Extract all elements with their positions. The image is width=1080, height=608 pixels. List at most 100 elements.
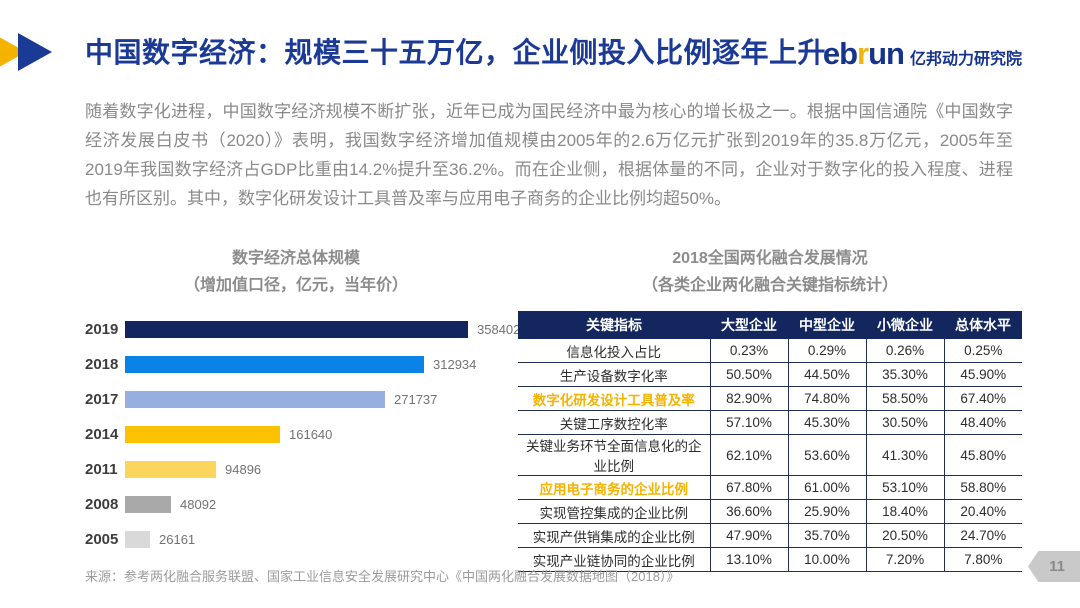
bar-value-label: 161640 — [289, 427, 333, 442]
logo-wordmark: ebrun — [822, 36, 905, 72]
bar-value-label: 26161 — [159, 532, 196, 547]
bar-chart-section: 数字经济总体规模 （增加值口径，亿元，当年价） 2019 358402 2018 31… — [85, 245, 520, 557]
logo-eb: eb — [822, 36, 858, 71]
brand-logo: ebrun 亿邦动力研究院 — [823, 36, 1022, 72]
bar-row: 2019 358402 — [85, 312, 520, 347]
bar-value-label: 271737 — [394, 392, 438, 407]
bar — [125, 321, 468, 338]
bar-row: 2005 26161 — [85, 522, 507, 557]
indicator-value-cell: 7.20% — [865, 547, 944, 572]
arrow-icon — [18, 33, 52, 71]
indicator-value-cell: 0.29% — [787, 339, 866, 363]
bar — [125, 426, 280, 443]
chart-title-line1: 数字经济总体规模 — [231, 250, 360, 267]
indicator-name-cell: 实现产业链协同的企业比例 — [518, 547, 710, 572]
indicator-value-cell: 13.10% — [709, 547, 788, 572]
bar-value-label: 312934 — [433, 357, 477, 372]
indicator-value-cell: 35.30% — [865, 362, 944, 387]
intro-paragraph: 随着数字化进程，中国数字经济规模不断扩张，近年已成为国民经济中最为核心的增长极之… — [85, 102, 1013, 208]
bar-category-label: 2019 — [85, 321, 119, 338]
table-title: 2018全国两化融合发展情况 （各类企业两化融合关键指标统计） — [518, 245, 1022, 299]
indicator-value-cell: 30.50% — [865, 410, 944, 435]
bar — [125, 391, 385, 408]
bar — [125, 461, 216, 478]
indicator-value-cell: 0.23% — [709, 339, 788, 363]
bar — [125, 496, 171, 513]
bar-row: 2014 161640 — [85, 417, 507, 452]
indicator-value-cell: 45.90% — [943, 362, 1022, 387]
table-row: 实现管控集成的企业比例 36.60% 25.90% 18.40% 20.40% — [518, 499, 1022, 524]
logo-cn-name: 亿邦动力研究院 — [909, 51, 1022, 68]
bar-row: 2011 94896 — [85, 452, 507, 487]
table-column-header: 总体水平 — [944, 311, 1022, 339]
bar-value-label: 94896 — [225, 462, 262, 477]
header-arrow-decoration — [0, 33, 60, 71]
indicator-value-cell: 58.80% — [943, 475, 1022, 500]
table-row: 关键业务环节全面信息化的企业比例 62.10% 53.60% 41.30% 45.80% — [518, 434, 1022, 476]
bar-category-label: 2017 — [85, 391, 119, 408]
page-title: 中国数字经济：规模三十五万亿，企业侧投入比例逐年上升 — [85, 37, 827, 68]
indicator-value-cell: 41.30% — [865, 434, 944, 476]
indicator-value-cell: 24.70% — [943, 523, 1022, 548]
bar-value-label: 48092 — [180, 497, 217, 512]
table-column-header: 关键指标 — [518, 311, 710, 339]
table-column-header: 大型企业 — [710, 311, 788, 339]
indicator-name-cell: 信息化投入占比 — [518, 339, 710, 363]
source-note: 来源：参考两化融合服务联盟、国家工业信息安全发展研究中心《中国两化融合发展数据地… — [85, 569, 680, 584]
bar-category-label: 2014 — [85, 426, 119, 443]
bar-category-label: 2018 — [85, 356, 119, 373]
indicator-value-cell: 25.90% — [787, 499, 866, 524]
indicator-value-cell: 53.60% — [787, 434, 866, 476]
bar-category-label: 2008 — [85, 496, 119, 513]
table-row: 应用电子商务的企业比例 67.80% 61.00% 53.10% 58.80% — [518, 475, 1022, 500]
bar-category-label: 2011 — [85, 461, 118, 478]
indicator-name-cell: 关键业务环节全面信息化的企业比例 — [518, 434, 710, 476]
bar-category-label: 2005 — [85, 531, 119, 548]
bar-chart-rows: 2019 358402 2018 312934 2017 271737 2014 161640… — [85, 312, 520, 557]
indicator-name-cell: 应用电子商务的企业比例 — [518, 475, 710, 500]
indicator-value-cell: 36.60% — [709, 499, 788, 524]
indicator-value-cell: 82.90% — [709, 386, 788, 411]
indicators-table: 关键指标 大型企业 中型企业 小微企业 总体水平 信息化投入占比 0.23% 0.29% 0.… — [518, 311, 1022, 572]
table-row: 数字化研发设计工具普及率 82.90% 74.80% 58.50% 67.40% — [518, 386, 1022, 411]
indicator-value-cell: 18.40% — [865, 499, 944, 524]
table-column-header: 中型企业 — [788, 311, 866, 339]
indicator-name-cell: 关键工序数控化率 — [518, 410, 710, 435]
indicator-value-cell: 47.90% — [709, 523, 788, 548]
indicator-value-cell: 7.80% — [943, 547, 1022, 572]
table-row: 实现产业链协同的企业比例 13.10% 10.00% 7.20% 7.80% — [518, 547, 1022, 572]
table-row: 实现产供销集成的企业比例 47.90% 35.70% 20.50% 24.70% — [518, 523, 1022, 548]
indicator-value-cell: 0.26% — [865, 339, 944, 363]
bar — [125, 531, 150, 548]
indicator-value-cell: 10.00% — [787, 547, 866, 572]
indicator-name-cell: 数字化研发设计工具普及率 — [518, 386, 710, 411]
bar-row: 2008 48092 — [85, 487, 507, 522]
page-number-badge: 11 — [1028, 551, 1080, 582]
indicator-value-cell: 35.70% — [787, 523, 866, 548]
indicator-value-cell: 20.40% — [943, 499, 1022, 524]
indicator-value-cell: 74.80% — [787, 386, 866, 411]
indicator-name-cell: 实现产供销集成的企业比例 — [518, 523, 710, 548]
indicator-value-cell: 62.10% — [709, 434, 788, 476]
indicator-value-cell: 45.30% — [787, 410, 866, 435]
indicator-value-cell: 44.50% — [787, 362, 866, 387]
indicator-value-cell: 0.25% — [943, 339, 1022, 363]
indicator-value-cell: 67.80% — [709, 475, 788, 500]
indicator-value-cell: 61.00% — [787, 475, 866, 500]
table-header-row: 关键指标 大型企业 中型企业 小微企业 总体水平 — [518, 311, 1022, 339]
indicator-value-cell: 20.50% — [865, 523, 944, 548]
chart-title-line2: （增加值口径，亿元，当年价） — [183, 277, 408, 294]
bar-value-label: 358402 — [477, 322, 521, 337]
table-title-line1: 2018全国两化融合发展情况 — [672, 250, 868, 267]
indicator-value-cell: 50.50% — [709, 362, 788, 387]
indicator-value-cell: 58.50% — [865, 386, 944, 411]
indicator-value-cell: 53.10% — [865, 475, 944, 500]
bar — [125, 356, 424, 373]
table-title-line2: （各类企业两化融合关键指标统计） — [641, 277, 898, 294]
indicator-name-cell: 生产设备数字化率 — [518, 362, 710, 387]
table-section: 2018全国两化融合发展情况 （各类企业两化融合关键指标统计） 关键指标 大型企业… — [518, 245, 1022, 572]
table-body: 信息化投入占比 0.23% 0.29% 0.26% 0.25% 生产设备数字化率 50.50… — [518, 339, 1022, 572]
indicator-value-cell: 67.40% — [943, 386, 1022, 411]
bar-row: 2017 271737 — [85, 382, 507, 417]
